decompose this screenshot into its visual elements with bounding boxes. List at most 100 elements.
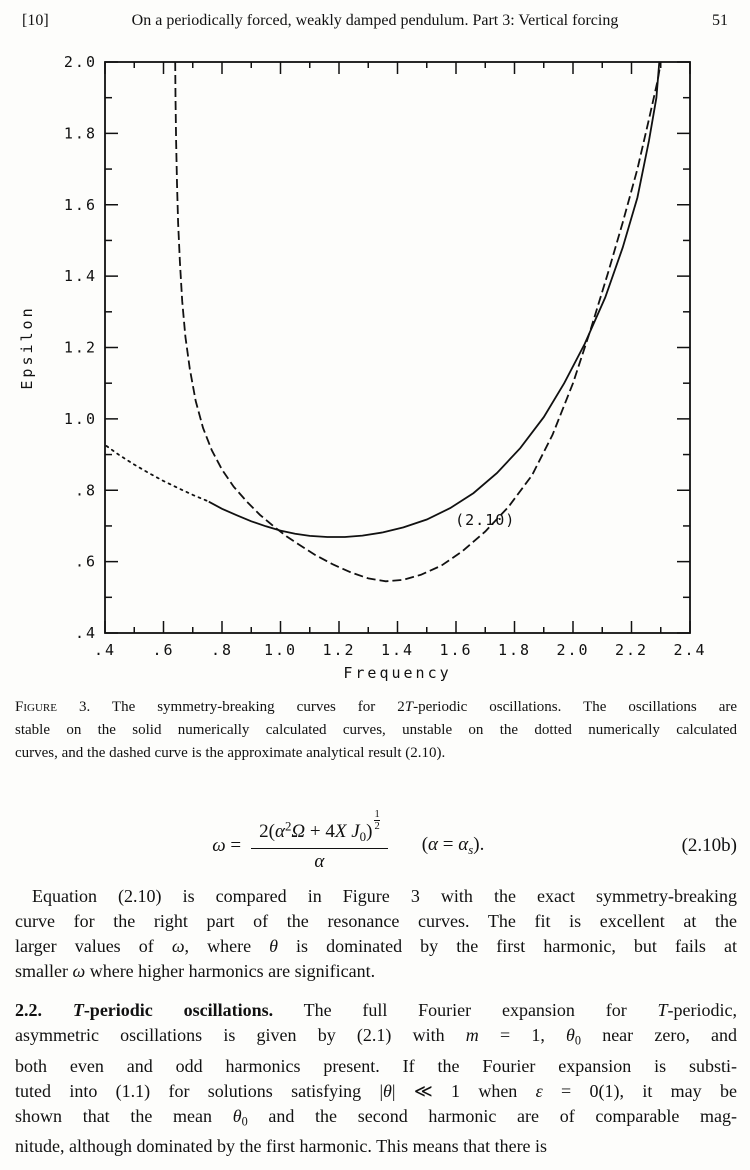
text-line: shown that the mean θ0 and the second ha… bbox=[15, 1104, 737, 1135]
text-segment: Equation (2.10) is compared in Figure 3 … bbox=[32, 886, 737, 906]
y-tick-label: 1.0 bbox=[64, 410, 97, 428]
text-segment: tuted into (1.1) for solutions satisfyin… bbox=[15, 1080, 384, 1101]
x-tick-label: 1.4 bbox=[381, 641, 414, 659]
x-axis-title: Frequency bbox=[343, 664, 451, 682]
text-segment: 0 bbox=[574, 1033, 581, 1048]
x-tick-label: 1.0 bbox=[264, 641, 297, 659]
text-segment: = 1, bbox=[478, 1025, 567, 1045]
y-tick-label: 1.4 bbox=[64, 267, 97, 285]
text-segment: 0 bbox=[359, 829, 367, 845]
exponent-numerator: 1 bbox=[374, 808, 380, 820]
text-segment: larger values of bbox=[15, 936, 172, 956]
equation-fraction: 2(α2Ω + 4X J0) 1 2 α bbox=[251, 809, 388, 873]
curve-stable-numerical-solid bbox=[208, 61, 661, 538]
text-segment: -periodic oscillations. The oscillations… bbox=[413, 699, 738, 715]
text-segment: smaller bbox=[15, 961, 73, 981]
text-segment: ε bbox=[535, 1080, 543, 1101]
text-segment: -periodic oscillations. bbox=[83, 1000, 274, 1020]
y-tick-label: 1.8 bbox=[64, 124, 97, 142]
exponent-denominator: 2 bbox=[374, 819, 380, 832]
y-tick-label: 1.6 bbox=[64, 196, 97, 214]
text-segment: + 4 bbox=[305, 821, 335, 843]
text-segment: is dominated by the first harmonic, but … bbox=[277, 936, 737, 956]
text-segment bbox=[42, 1000, 73, 1020]
numerator-expression: 2(α2Ω + 4X J0) bbox=[259, 818, 373, 845]
text-segment: T bbox=[72, 1000, 84, 1020]
text-segment: ). bbox=[473, 834, 485, 856]
text-segment: X J bbox=[334, 821, 360, 843]
y-tick-label: .8 bbox=[75, 481, 97, 499]
curve-label-2.10: (2.10) bbox=[455, 511, 515, 529]
text-line: stable on the solid numerically calculat… bbox=[15, 719, 737, 742]
text-segment: s bbox=[468, 841, 474, 857]
text-segment: ω bbox=[171, 936, 185, 956]
y-tick-label: 1.2 bbox=[64, 339, 97, 357]
text-segment: Ω bbox=[291, 821, 306, 843]
text-segment: = bbox=[225, 834, 242, 856]
text-segment: α bbox=[428, 834, 439, 856]
text-segment: ω bbox=[212, 834, 226, 856]
text-line: asymmetric oscillations is given by (2.1… bbox=[15, 1023, 737, 1054]
text-line: nitude, although dominated by the first … bbox=[15, 1134, 737, 1159]
text-segment: -periodic, bbox=[667, 1000, 738, 1020]
text-segment: ) bbox=[366, 821, 373, 843]
text-segment: θ bbox=[383, 1080, 392, 1101]
text-segment: α bbox=[314, 851, 325, 873]
text-line: curve for the right part of the resonanc… bbox=[15, 909, 737, 934]
text-segment: asymmetric oscillations is given by (2.1… bbox=[15, 1025, 466, 1045]
text-segment: 2.2. bbox=[15, 1000, 42, 1020]
running-title: On a periodically forced, weakly damped … bbox=[131, 12, 619, 29]
paragraph-equation-comparison: Equation (2.10) is compared in Figure 3 … bbox=[15, 884, 737, 984]
equation-tag: (2.10b) bbox=[681, 835, 737, 856]
x-tick-label: 2.4 bbox=[673, 641, 706, 659]
text-segment: α bbox=[458, 834, 469, 856]
text-segment: both even and odd harmonics present. If … bbox=[15, 1055, 737, 1076]
text-segment: = bbox=[438, 834, 459, 856]
text-line: Figure 3. The symmetry-breaking curves f… bbox=[15, 696, 737, 719]
text-line: Equation (2.10) is compared in Figure 3 … bbox=[15, 884, 737, 909]
x-tick-label: .8 bbox=[211, 641, 233, 659]
curve-unstable-numerical-dotted bbox=[105, 445, 209, 502]
y-axis-title: Epsilon bbox=[18, 305, 36, 389]
figure-caption: Figure 3. The symmetry-breaking curves f… bbox=[15, 696, 737, 765]
page-number: 51 bbox=[712, 12, 728, 29]
section-2.2-t-periodic-oscillations: 2.2. T-periodic oscillations. The full F… bbox=[15, 998, 737, 1159]
plot-frame bbox=[104, 61, 691, 634]
x-tick-label: 1.8 bbox=[498, 641, 531, 659]
text-segment: 2 bbox=[284, 818, 292, 834]
equation-2.10b: ω = 2(α2Ω + 4X J0) 1 2 α (α = αs). (2.10b) bbox=[15, 808, 737, 884]
text-line: smaller ω where higher harmonics are sig… bbox=[15, 959, 737, 984]
text-line: larger values of ω, where θ is dominated… bbox=[15, 934, 737, 959]
text-segment: nitude, although dominated by the first … bbox=[15, 1136, 548, 1157]
equation-lhs: ω = bbox=[212, 835, 241, 857]
y-tick-label: .6 bbox=[75, 553, 97, 571]
text-segment: stable on the solid numerically calculat… bbox=[15, 722, 737, 738]
text-segment: | ≪ 1 when bbox=[391, 1080, 536, 1101]
text-segment: , where bbox=[184, 936, 270, 956]
text-segment: θ bbox=[269, 936, 278, 956]
x-tick-label: 1.2 bbox=[322, 641, 355, 659]
text-segment: T bbox=[657, 1000, 668, 1020]
text-segment: m bbox=[465, 1025, 479, 1045]
text-segment: curve for the right part of the resonanc… bbox=[15, 911, 737, 931]
text-segment: α bbox=[274, 821, 285, 843]
figure-3-chart: .4 .6 .8 1.0 1.2 1.4 1.6 1.8 2.0 2.2 2.4 .4 .6 .8 1.0 1… bbox=[18, 53, 706, 682]
text-segment: ω bbox=[72, 961, 86, 981]
text-segment: near zero, and bbox=[581, 1025, 738, 1045]
y-tick-label: .4 bbox=[75, 624, 97, 642]
text-segment: 0 bbox=[241, 1114, 248, 1129]
text-segment: 3. The symmetry-breaking curves for 2 bbox=[56, 699, 405, 715]
text-line: 2.2. T-periodic oscillations. The full F… bbox=[15, 998, 737, 1023]
text-segment: T bbox=[404, 699, 414, 715]
text-segment: shown that the mean bbox=[15, 1105, 233, 1126]
equation-body: ω = 2(α2Ω + 4X J0) 1 2 α (α = αs). bbox=[15, 809, 682, 873]
text-segment: ( bbox=[421, 834, 429, 856]
text-segment: Figure bbox=[15, 699, 57, 715]
page-header: [10] On a periodically forced, weakly da… bbox=[22, 12, 728, 34]
text-line: tuted into (1.1) for solutions satisfyin… bbox=[15, 1079, 737, 1104]
fraction-numerator: 2(α2Ω + 4X J0) 1 2 bbox=[251, 809, 388, 850]
text-segment: 2( bbox=[259, 821, 275, 843]
x-tick-label: 1.6 bbox=[439, 641, 472, 659]
